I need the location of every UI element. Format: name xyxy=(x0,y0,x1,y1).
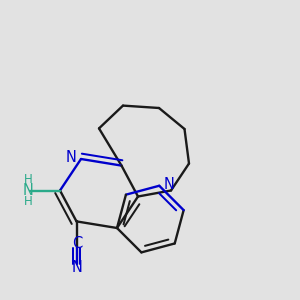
Text: H: H xyxy=(24,195,33,208)
Text: N: N xyxy=(71,260,82,275)
Text: N: N xyxy=(164,177,175,192)
Text: H: H xyxy=(24,172,33,186)
Text: C: C xyxy=(72,236,82,251)
Text: N: N xyxy=(66,150,77,165)
Text: N: N xyxy=(22,183,33,198)
